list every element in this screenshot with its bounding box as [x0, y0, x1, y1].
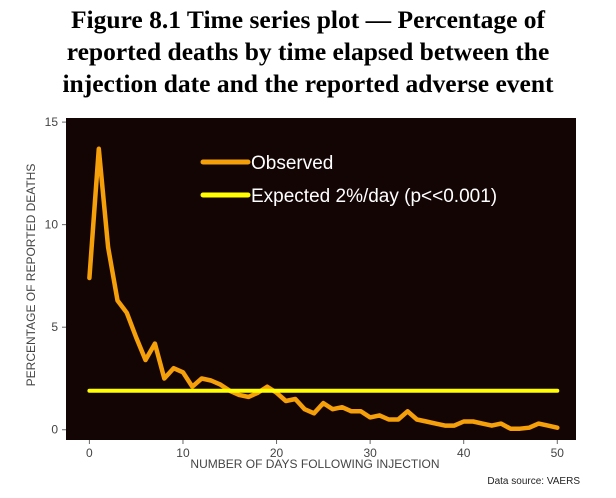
x-axis-title: NUMBER OF DAYS FOLLOWING INJECTION — [190, 457, 439, 471]
observed-series-line — [87, 146, 560, 431]
figure-title-line: Figure 8.1 Time series plot — Percentage… — [70, 5, 546, 34]
figure-title: Figure 8.1 Time series plot — Percentage… — [0, 4, 616, 100]
y-tick-label: 0 — [51, 423, 58, 437]
x-tick-label: 20 — [270, 446, 284, 460]
figure-title-line: injection date and the reported adverse … — [62, 69, 554, 98]
y-axis-title: PERCENTAGE OF REPORTED DEATHS — [24, 164, 38, 387]
x-tick-label: 10 — [176, 446, 190, 460]
data-source-note: Data source: VAERS — [487, 476, 580, 487]
y-tick-label: 5 — [51, 320, 58, 334]
x-tick-label: 30 — [363, 446, 377, 460]
plot-area — [66, 118, 576, 440]
y-tick-label: 15 — [45, 115, 59, 129]
x-tick-label: 0 — [86, 446, 93, 460]
figure-title-line: reported deaths by time elapsed between … — [66, 37, 550, 66]
legend-label: Observed — [251, 153, 333, 174]
x-tick-label: 50 — [551, 446, 565, 460]
y-tick-label: 10 — [45, 218, 59, 232]
x-tick-label: 40 — [457, 446, 471, 460]
legend-label: Expected 2%/day (p<<0.001) — [251, 186, 497, 207]
